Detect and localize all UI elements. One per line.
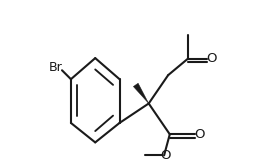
Text: O: O [206, 52, 217, 66]
Text: O: O [194, 128, 205, 141]
Text: Br: Br [49, 61, 62, 74]
Polygon shape [133, 83, 149, 103]
Text: O: O [160, 149, 170, 162]
